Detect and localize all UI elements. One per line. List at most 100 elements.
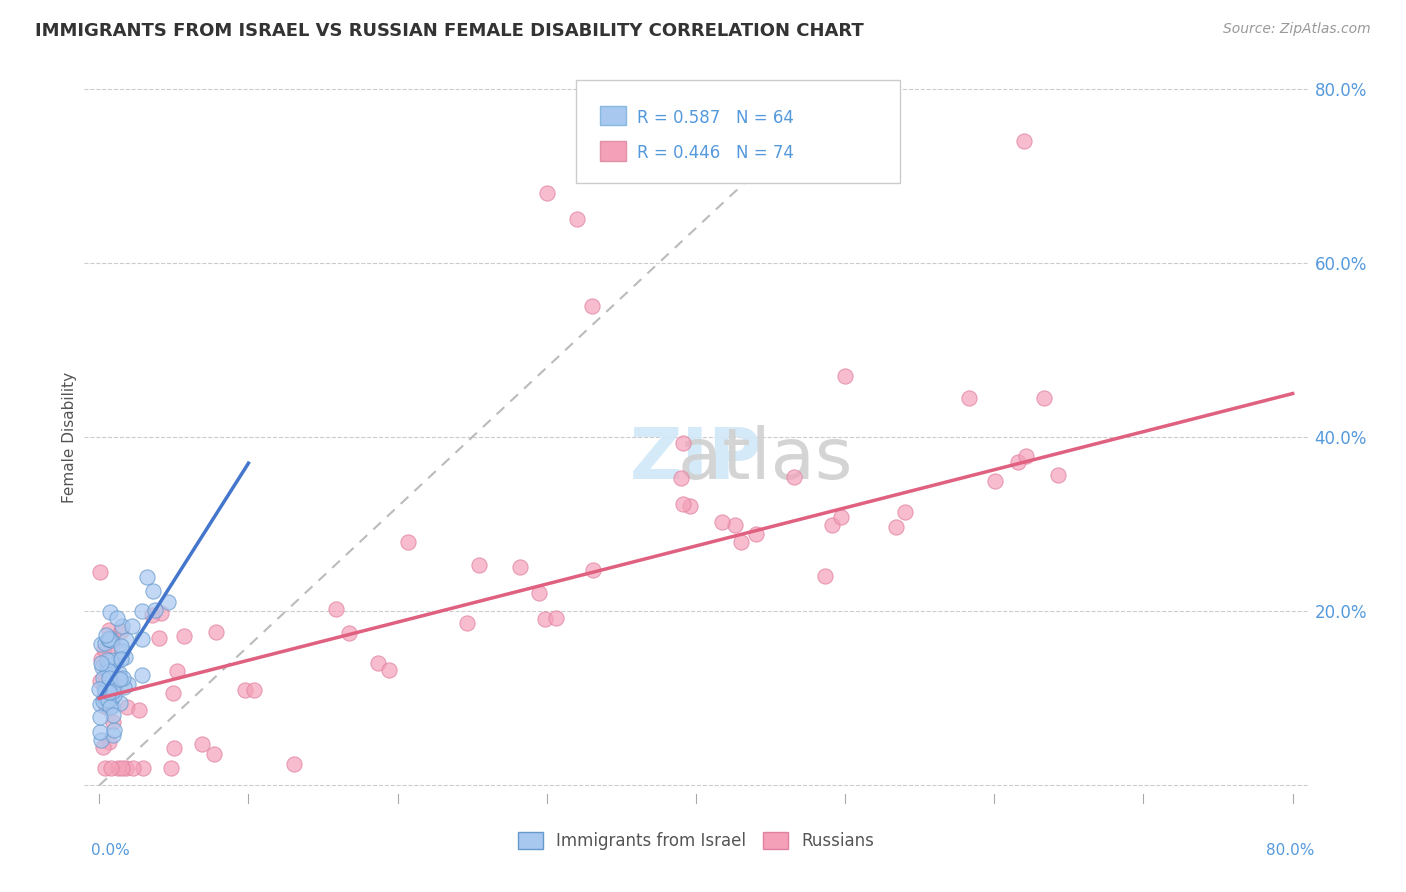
Point	[1012, 134, 1035, 148]
Point	[121, 619, 143, 633]
Point	[101, 728, 124, 742]
Point	[115, 761, 138, 775]
Point	[783, 470, 806, 484]
Point	[136, 570, 159, 584]
Point	[112, 681, 135, 695]
Point	[93, 690, 115, 704]
Point	[534, 612, 557, 626]
Point	[672, 497, 695, 511]
Point	[112, 671, 135, 685]
Point	[100, 652, 122, 666]
Point	[536, 186, 558, 201]
Point	[97, 734, 120, 748]
Point	[821, 517, 844, 532]
Point	[582, 563, 605, 577]
Point	[162, 686, 184, 700]
Point	[205, 625, 228, 640]
Point	[396, 534, 419, 549]
Text: ZIP: ZIP	[630, 425, 762, 493]
Point	[89, 681, 111, 696]
Point	[97, 665, 120, 679]
Point	[89, 566, 111, 580]
Point	[117, 677, 139, 691]
Point	[94, 672, 117, 686]
Point	[101, 684, 124, 698]
Point	[96, 652, 118, 666]
Point	[679, 499, 702, 513]
Text: 0.0%: 0.0%	[91, 843, 131, 858]
Point	[107, 672, 129, 686]
Point	[166, 665, 188, 679]
Point	[148, 632, 170, 646]
Point	[101, 708, 124, 723]
Point	[108, 672, 131, 686]
Point	[98, 606, 121, 620]
Point	[141, 607, 163, 622]
Point	[101, 657, 124, 672]
Point	[96, 692, 118, 706]
Text: 80.0%: 80.0%	[1267, 843, 1315, 858]
Point	[367, 657, 389, 671]
Point	[710, 515, 733, 529]
Point	[101, 631, 124, 645]
Point	[377, 663, 399, 677]
Point	[90, 660, 112, 674]
Point	[142, 584, 165, 599]
Point	[957, 391, 980, 405]
Point	[131, 604, 153, 618]
Text: Source: ZipAtlas.com: Source: ZipAtlas.com	[1223, 22, 1371, 37]
Point	[110, 639, 132, 653]
Y-axis label: Female Disability: Female Disability	[62, 371, 77, 503]
Point	[1007, 455, 1029, 469]
Point	[325, 601, 347, 615]
Point	[565, 212, 588, 227]
Point	[191, 737, 214, 751]
Point	[89, 709, 111, 723]
Legend: Immigrants from Israel, Russians: Immigrants from Israel, Russians	[512, 825, 880, 856]
Point	[103, 723, 125, 737]
Point	[103, 688, 125, 702]
Point	[131, 668, 153, 682]
Point	[884, 520, 907, 534]
Point	[98, 632, 121, 647]
Point	[544, 610, 567, 624]
Point	[834, 369, 856, 384]
Point	[104, 678, 127, 692]
Point	[202, 747, 225, 762]
Point	[100, 632, 122, 647]
Point	[111, 644, 134, 658]
Point	[97, 685, 120, 699]
Point	[90, 732, 112, 747]
Point	[527, 585, 550, 599]
Point	[90, 657, 112, 671]
Point	[115, 633, 138, 648]
Point	[581, 300, 603, 314]
Text: atlas: atlas	[540, 425, 852, 493]
Point	[160, 761, 183, 775]
Point	[730, 535, 752, 549]
Point	[108, 666, 131, 681]
Point	[93, 694, 115, 708]
Point	[98, 631, 121, 645]
Point	[104, 655, 127, 669]
Text: R = 0.587   N = 64: R = 0.587 N = 64	[637, 109, 794, 127]
Point	[110, 652, 132, 666]
Point	[94, 627, 117, 641]
Point	[894, 505, 917, 519]
Point	[100, 674, 122, 689]
Point	[235, 683, 257, 698]
Point	[103, 714, 125, 729]
Point	[101, 639, 124, 653]
Text: IMMIGRANTS FROM ISRAEL VS RUSSIAN FEMALE DISABILITY CORRELATION CHART: IMMIGRANTS FROM ISRAEL VS RUSSIAN FEMALE…	[35, 22, 863, 40]
Point	[984, 475, 1007, 489]
Point	[110, 624, 132, 638]
Point	[509, 559, 531, 574]
Point	[94, 761, 117, 775]
Point	[93, 681, 115, 696]
Point	[468, 558, 491, 573]
Point	[163, 741, 186, 756]
Point	[97, 632, 120, 646]
Point	[339, 626, 361, 640]
Point	[114, 650, 136, 665]
Point	[1032, 391, 1054, 405]
